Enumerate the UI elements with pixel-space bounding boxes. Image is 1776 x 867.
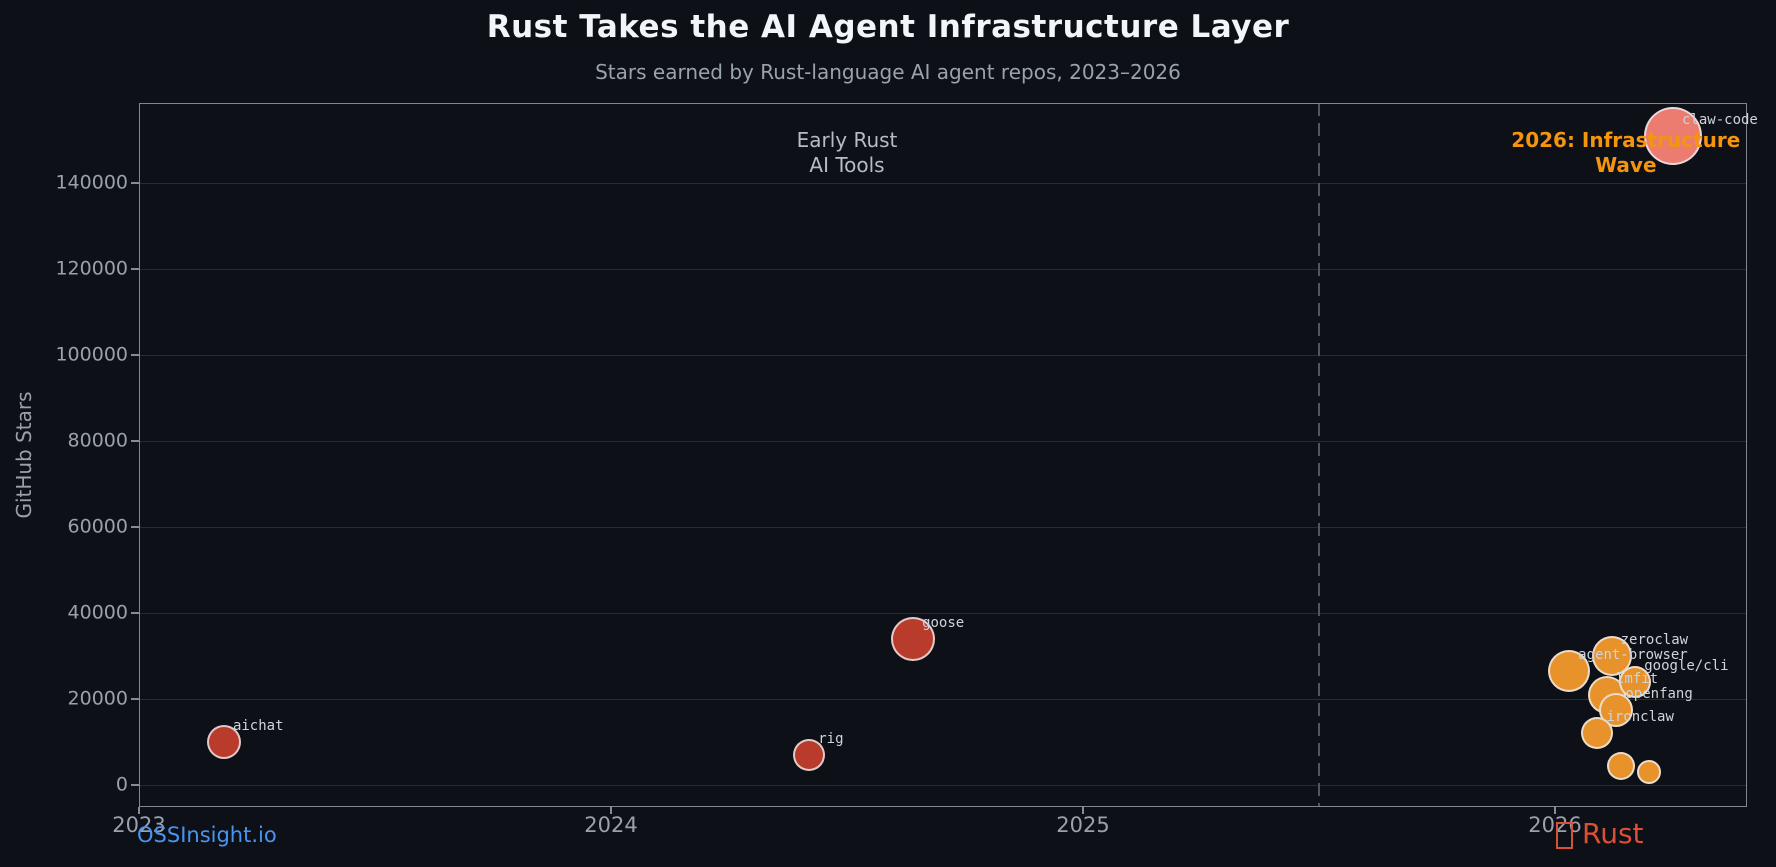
bubble-ironclaw[interactable] (1581, 717, 1614, 750)
y-tick-mark (131, 268, 139, 270)
y-tick-mark (131, 182, 139, 184)
gridline-y-100000 (140, 355, 1746, 356)
chart-title: Rust Takes the AI Agent Infrastructure L… (486, 9, 1290, 45)
plot-border (139, 103, 1747, 807)
ossinsight-watermark-link[interactable]: OSSInsight.io (137, 823, 277, 847)
x-tick-label: 2024 (584, 813, 638, 837)
annotation-line: 2026: Infrastructure (1511, 127, 1741, 152)
era-divider-dashed-line (1318, 103, 1320, 807)
bubble-rig[interactable] (793, 738, 826, 771)
x-tick-mark (138, 807, 140, 814)
chart-subtitle: Stars earned by Rust-language AI agent r… (595, 60, 1181, 84)
y-tick-mark (131, 698, 139, 700)
bubble-label-ironclaw: ironclaw (1606, 709, 1674, 726)
gridline-y-80000 (140, 441, 1746, 442)
x-tick-mark (1554, 807, 1556, 814)
y-tick-mark (131, 526, 139, 528)
bubble-label-agent-browser: agent-browser (1578, 647, 1688, 664)
bubble-google/cli[interactable] (1619, 665, 1652, 698)
annotation-line: AI Tools (809, 152, 885, 177)
annotation-line: Early Rust (796, 127, 898, 152)
y-tick-mark (131, 612, 139, 614)
y-tick-label: 20000 (67, 687, 128, 710)
y-tick-label: 100000 (55, 343, 128, 366)
gridline-y-40000 (140, 613, 1746, 614)
bubble-label-aichat: aichat (232, 718, 284, 734)
gridline-y-140000 (140, 183, 1746, 184)
rust-logo-label: Rust (1582, 817, 1644, 850)
bubble-aichat[interactable] (206, 725, 241, 759)
gridline-y-60000 (140, 527, 1746, 528)
y-tick-mark (131, 784, 139, 786)
rust-logo: Rust (1556, 817, 1644, 850)
bubble-label-openfang: openfang (1625, 685, 1693, 702)
annotation-0: Early Rust AI Tools (797, 128, 898, 178)
bubble-label-zeroclaw: zeroclaw (1620, 632, 1689, 648)
annotation-line: Wave (1595, 152, 1657, 177)
gridline-y-0 (140, 785, 1746, 786)
bubble-label-claw-code: claw-code (1682, 111, 1758, 128)
y-tick-label: 0 (115, 773, 128, 796)
y-tick-mark (131, 440, 139, 442)
bubble-label-rig: rig (818, 730, 844, 747)
annotation-1: 2026: Infrastructure Wave (1511, 128, 1740, 178)
y-axis-title: GitHub Stars (12, 391, 36, 519)
bubble-agent-browser[interactable] (1548, 650, 1591, 693)
bubble-label-google/cli: google/cli (1644, 657, 1729, 674)
y-tick-label: 140000 (55, 171, 128, 194)
x-tick-label: 2023 (112, 813, 166, 837)
x-tick-mark (1082, 807, 1084, 814)
bubble-label-goose: goose (922, 614, 965, 631)
bubble-claw-code[interactable] (1644, 106, 1702, 165)
gridline-y-20000 (140, 699, 1746, 700)
bubble-unlabeled[interactable] (1607, 751, 1636, 780)
x-tick-mark (610, 807, 612, 814)
crab-emoji-icon (1556, 822, 1573, 849)
x-tick-label: 2025 (1056, 813, 1110, 837)
gridline-y-120000 (140, 269, 1746, 270)
bubble-goose[interactable] (891, 616, 936, 661)
y-tick-mark (131, 354, 139, 356)
y-tick-label: 80000 (67, 429, 128, 452)
bubble-unlabeled[interactable] (1637, 760, 1662, 785)
y-tick-label: 60000 (67, 515, 128, 538)
y-tick-label: 120000 (55, 257, 128, 280)
bubble-label-lmfit: lmfit (1615, 670, 1659, 687)
y-tick-label: 40000 (67, 601, 128, 624)
